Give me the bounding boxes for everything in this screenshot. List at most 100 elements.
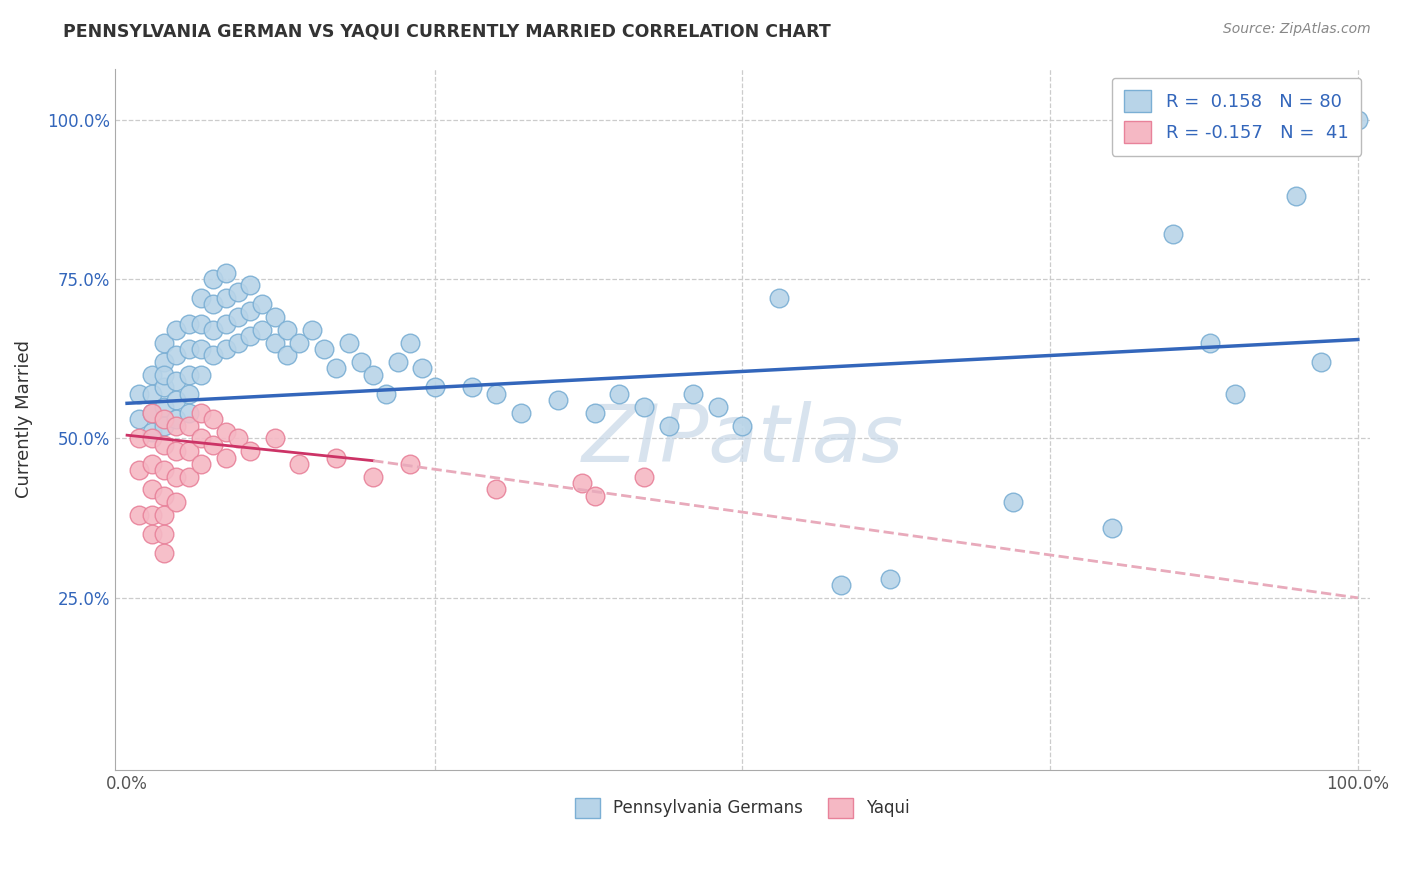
Point (1285, 189, 1308, 203)
Point (153, 508, 176, 522)
Point (239, 329, 262, 343)
Point (141, 368, 163, 382)
Point (485, 483, 508, 497)
Point (214, 342, 236, 356)
Point (153, 418, 176, 433)
Point (165, 495, 187, 509)
Point (288, 335, 311, 350)
Point (633, 469, 655, 483)
Point (423, 380, 446, 394)
Point (830, 578, 852, 592)
Y-axis label: Currently Married: Currently Married (15, 340, 32, 499)
Point (707, 400, 730, 414)
Point (276, 323, 298, 337)
Point (312, 342, 335, 356)
Point (1002, 495, 1025, 509)
Point (583, 489, 606, 503)
Point (214, 266, 236, 280)
Point (226, 335, 249, 350)
Point (202, 412, 225, 426)
Point (141, 508, 163, 522)
Text: ZIPatlas: ZIPatlas (582, 401, 904, 479)
Point (190, 457, 212, 471)
Point (141, 431, 163, 445)
Point (165, 444, 187, 458)
Point (337, 335, 360, 350)
Point (153, 527, 176, 541)
Point (399, 457, 422, 471)
Point (226, 310, 249, 325)
Point (1310, 355, 1333, 369)
Point (325, 450, 347, 465)
Point (768, 291, 790, 305)
Point (202, 323, 225, 337)
Point (128, 431, 150, 445)
Point (214, 291, 236, 305)
Point (190, 406, 212, 420)
Point (214, 425, 236, 439)
Point (1347, 112, 1369, 127)
Point (177, 386, 200, 401)
Point (485, 386, 508, 401)
Point (350, 355, 373, 369)
Point (153, 489, 176, 503)
Point (141, 425, 163, 439)
Point (165, 412, 187, 426)
Point (682, 386, 704, 401)
Point (1161, 227, 1184, 242)
Point (731, 418, 754, 433)
Point (141, 386, 163, 401)
Point (165, 418, 187, 433)
Point (165, 349, 187, 363)
Point (177, 342, 200, 356)
Point (239, 444, 262, 458)
Point (263, 310, 285, 325)
Point (177, 368, 200, 382)
Point (153, 380, 176, 394)
Point (361, 469, 384, 483)
Point (276, 349, 298, 363)
Point (177, 406, 200, 420)
Point (141, 483, 163, 497)
Point (141, 527, 163, 541)
Point (658, 418, 681, 433)
Point (879, 572, 901, 586)
Point (128, 508, 150, 522)
Point (361, 368, 384, 382)
Point (509, 406, 531, 420)
Point (571, 476, 593, 491)
Point (190, 291, 212, 305)
Text: PENNSYLVANIA GERMAN VS YAQUI CURRENTLY MARRIED CORRELATION CHART: PENNSYLVANIA GERMAN VS YAQUI CURRENTLY M… (63, 22, 831, 40)
Point (190, 431, 212, 445)
Point (460, 380, 482, 394)
Point (1199, 335, 1222, 350)
Point (263, 335, 285, 350)
Point (226, 431, 249, 445)
Point (165, 323, 187, 337)
Point (153, 438, 176, 452)
Point (399, 335, 422, 350)
Point (190, 342, 212, 356)
Point (633, 400, 655, 414)
Point (128, 412, 150, 426)
Point (263, 431, 285, 445)
Point (177, 317, 200, 331)
Point (153, 335, 176, 350)
Point (239, 303, 262, 318)
Point (387, 355, 409, 369)
Point (252, 297, 274, 311)
Point (190, 368, 212, 382)
Point (153, 463, 176, 477)
Point (202, 297, 225, 311)
Point (128, 463, 150, 477)
Point (214, 317, 236, 331)
Point (202, 349, 225, 363)
Legend: Pennsylvania Germans, Yaqui: Pennsylvania Germans, Yaqui (568, 791, 917, 825)
Point (190, 317, 212, 331)
Point (141, 406, 163, 420)
Point (1101, 521, 1123, 535)
Point (239, 278, 262, 293)
Point (165, 469, 187, 483)
Point (153, 546, 176, 560)
Point (128, 386, 150, 401)
